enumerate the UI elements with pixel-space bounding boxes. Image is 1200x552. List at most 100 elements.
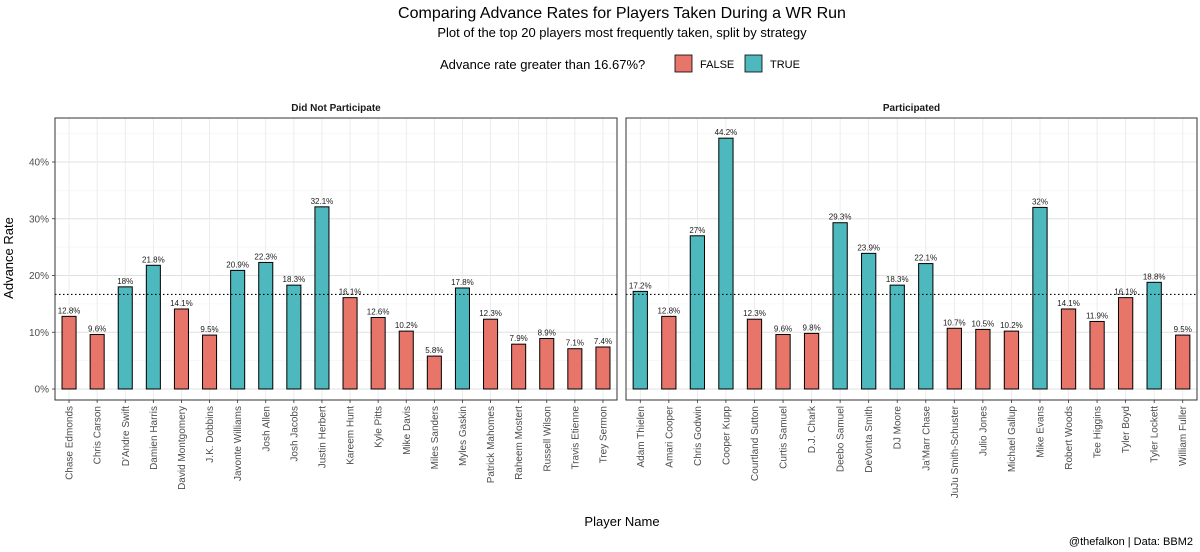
- x-tick-label: Trey Sermon: [598, 406, 609, 463]
- bar-chase-edmonds: [61, 315, 77, 390]
- bar-data-label: 7.1%: [566, 339, 584, 348]
- bar-data-label: 7.4%: [594, 337, 612, 346]
- x-tick-label: Kareem Hunt: [346, 406, 357, 465]
- bar-data-label: 9.6%: [88, 325, 106, 334]
- bar-tyler-boyd: [1117, 297, 1134, 390]
- bar-data-label: 16.1%: [339, 288, 362, 297]
- panel-participated: Participated 17.2% Adam Thielen 12.8% Amari …: [625, 97, 1198, 498]
- bar-data-label: 32%: [1032, 197, 1048, 206]
- bar-data-label: 11.9%: [1086, 311, 1108, 320]
- bar-data-label: 16.1%: [1114, 288, 1137, 297]
- x-tick-label: Kyle Pitts: [374, 406, 385, 448]
- bar-data-label: 17.8%: [451, 278, 474, 287]
- x-tick-label: Mike Davis: [402, 406, 413, 455]
- bar-data-label: 23.9%: [857, 243, 880, 252]
- bar-david-montgomery: [173, 308, 189, 390]
- x-tick-label: JuJu Smith-Schuster: [950, 405, 961, 498]
- bar-chris-carson: [89, 334, 105, 390]
- bar-courtland-sutton: [746, 318, 763, 390]
- x-tick-label: D.J. Chark: [807, 405, 818, 453]
- x-tick-label: Damien Harris: [149, 406, 160, 470]
- bar-data-label: 32.1%: [311, 197, 334, 206]
- bar-kyle-pitts: [370, 316, 386, 390]
- bar-data-label: 10.7%: [943, 318, 966, 327]
- x-tick-label: David Montgomery: [177, 406, 188, 490]
- x-tick-label: J.K. Dobbins: [205, 406, 216, 463]
- bar-robert-woods: [1060, 308, 1077, 390]
- bar-josh-jacobs: [286, 284, 302, 390]
- facet-strip: [55, 97, 617, 118]
- bar-data-label: 18.3%: [283, 275, 306, 284]
- bar-justin-herbert: [314, 206, 330, 390]
- x-tick-label: Courtland Sutton: [750, 406, 761, 481]
- bar-data-label: 9.6%: [774, 325, 792, 334]
- bar-data-label: 9.5%: [1174, 325, 1192, 334]
- bar-data-label: 18%: [117, 277, 133, 286]
- bar-data-label: 20.9%: [226, 260, 249, 269]
- x-tick-label: Mike Evans: [1035, 406, 1046, 458]
- facet-strip: [626, 97, 1197, 118]
- y-tick-label: 20%: [29, 271, 49, 282]
- y-axis: 0% 10% 20% 30% 40%: [29, 158, 55, 396]
- legend-label-false: FALSE: [700, 59, 734, 71]
- x-tick-label: Chase Edmonds: [65, 406, 76, 480]
- bar-data-label: 10.5%: [972, 319, 995, 328]
- bar-data-label: 10.2%: [1000, 321, 1023, 330]
- x-tick-label: Travis Etienne: [570, 406, 581, 470]
- bar-patrick-mahomes: [483, 318, 499, 390]
- bar-data-label: 5.8%: [425, 346, 443, 355]
- bar-data-label: 14.1%: [1057, 299, 1080, 308]
- x-tick-label: Miles Sanders: [430, 406, 441, 469]
- chart-title: Comparing Advance Rates for Players Take…: [398, 5, 846, 22]
- bar-data-label: 22.3%: [254, 252, 277, 261]
- x-tick-label: Chris Carson: [93, 406, 104, 464]
- bar-tyler-lockett: [1146, 281, 1162, 390]
- facet-strip-label: Did Not Participate: [291, 103, 381, 114]
- bar-data-label: 18.8%: [1143, 272, 1166, 281]
- x-tick-label: Justin Herbert: [317, 406, 328, 468]
- legend-swatch-false: [674, 54, 693, 73]
- legend-label-true: TRUE: [770, 59, 800, 71]
- bar-travis-etienne: [567, 348, 583, 390]
- bar-data-label: 12.3%: [479, 309, 502, 318]
- x-tick-label: DeVonta Smith: [864, 406, 875, 473]
- bar-j-k-dobbins: [202, 334, 218, 390]
- bar-data-label: 22.1%: [914, 254, 937, 263]
- bar-d-andre-swift: [117, 286, 133, 390]
- bar-kareem-hunt: [342, 297, 358, 390]
- bar-amari-cooper: [661, 315, 677, 390]
- y-tick-label: 10%: [29, 328, 49, 339]
- bar-d-j-chark: [803, 332, 820, 390]
- gridlines: [55, 118, 617, 400]
- bar-data-label: 9.5%: [200, 325, 218, 334]
- bar-mike-davis: [398, 330, 414, 390]
- x-tick-label: D'Andre Swift: [121, 406, 132, 466]
- x-tick-label: Curtis Samuel: [779, 406, 790, 469]
- y-tick-label: 0%: [35, 385, 50, 396]
- x-tick-label: Chris Godwin: [693, 406, 704, 466]
- bar-tee-higgins: [1089, 320, 1105, 390]
- panel-did-not-participate: Did Not Participate 12.8% Chase Edmonds 9.6…: [54, 97, 618, 490]
- bar-data-label: 44.2%: [715, 128, 738, 137]
- bar-data-label: 18.3%: [886, 275, 909, 284]
- bar-chris-godwin: [689, 235, 706, 390]
- bar-julio-jones: [975, 328, 991, 390]
- bar-data-label: 17.2%: [629, 281, 652, 290]
- bar-raheem-mostert: [511, 343, 527, 390]
- chart-panels: Did Not Participate 12.8% Chase Edmonds 9.6…: [54, 97, 1198, 498]
- x-tick-label: William Fuller: [1178, 405, 1189, 466]
- x-tick-label: Cooper Kupp: [721, 406, 732, 465]
- y-tick-label: 40%: [29, 158, 49, 169]
- chart-subtitle: Plot of the top 20 players most frequent…: [437, 25, 807, 40]
- bar-data-label: 10.2%: [395, 321, 418, 330]
- x-tick-label: Adam Thielen: [636, 406, 647, 468]
- bar-miles-sanders: [426, 355, 442, 390]
- x-tick-label: Josh Allen: [261, 406, 272, 452]
- bar-data-label: 12.8%: [657, 306, 680, 315]
- legend-title: Advance rate greater than 16.67%?: [440, 57, 645, 72]
- bar-devonta-smith: [861, 252, 877, 390]
- bar-data-label: 14.1%: [170, 299, 193, 308]
- x-tick-label: Javonte Williams: [233, 406, 244, 481]
- bar-curtis-samuel: [775, 334, 791, 390]
